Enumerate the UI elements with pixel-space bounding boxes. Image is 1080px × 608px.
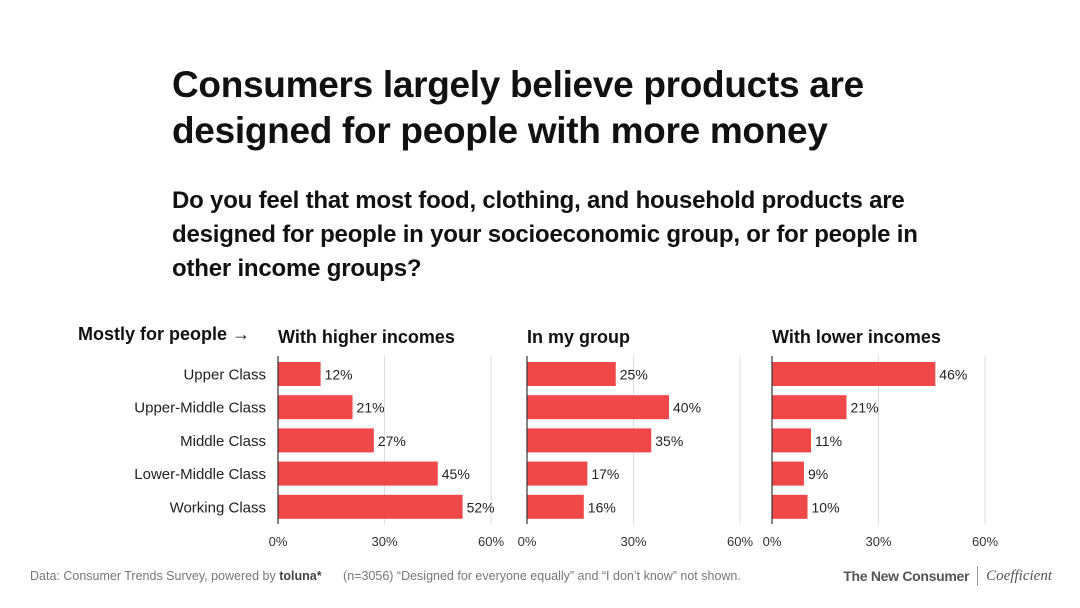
- data-label: 40%: [673, 400, 701, 416]
- bar: [278, 494, 463, 519]
- panel-title: With higher incomes: [278, 327, 455, 347]
- data-label: 11%: [815, 433, 842, 449]
- tick-label: 30%: [620, 534, 646, 549]
- bar: [527, 428, 652, 453]
- data-label: 21%: [357, 400, 385, 416]
- bar: [772, 428, 812, 453]
- data-label: 9%: [808, 466, 828, 482]
- footer-logos: The New Consumer Coefficient: [843, 565, 1052, 587]
- data-label: 45%: [442, 466, 470, 482]
- category-label: Lower-Middle Class: [134, 466, 266, 483]
- bar: [772, 461, 804, 486]
- source-prefix: Data: Consumer Trends Survey, powered by: [30, 569, 276, 583]
- bar: [772, 494, 808, 519]
- bar: [527, 395, 669, 420]
- category-label: Upper-Middle Class: [134, 400, 266, 417]
- bar-chart: Upper Class Upper-Middle Class Middle Clas…: [134, 327, 998, 549]
- logo-divider: [977, 566, 979, 586]
- chart-title: Consumers largely believe products are d…: [172, 64, 864, 151]
- data-label: 46%: [939, 367, 967, 383]
- bar: [278, 362, 321, 386]
- data-label: 25%: [620, 367, 648, 383]
- data-label: 17%: [591, 466, 619, 482]
- bar: [278, 395, 353, 420]
- category-label: Middle Class: [180, 433, 266, 450]
- coefficient-logo: Coefficient: [986, 567, 1052, 584]
- bar: [527, 362, 616, 386]
- bar: [527, 494, 584, 519]
- the-new-consumer-logo: The New Consumer: [843, 568, 970, 584]
- footer-note: (n=3056) “Designed for everyone equally”…: [343, 569, 741, 583]
- data-label: 16%: [588, 499, 616, 515]
- category-label: Working Class: [170, 499, 266, 516]
- data-label: 35%: [655, 433, 683, 449]
- category-label: Upper Class: [183, 367, 266, 384]
- panel-title: In my group: [527, 327, 630, 347]
- data-label: 10%: [812, 499, 840, 515]
- tick-label: 0%: [518, 534, 537, 549]
- tick-label: 30%: [865, 534, 891, 549]
- bar: [278, 461, 438, 486]
- tick-label: 60%: [727, 534, 753, 549]
- row-header-label: Mostly for people →: [78, 324, 251, 344]
- footer-source: Data: Consumer Trends Survey, powered by…: [30, 569, 741, 583]
- bar: [527, 461, 588, 486]
- tick-label: 60%: [478, 534, 504, 549]
- tick-label: 0%: [763, 534, 782, 549]
- panel-title: With lower incomes: [772, 327, 941, 347]
- toluna-logo: toluna*: [279, 569, 322, 583]
- data-label: 27%: [378, 433, 406, 449]
- tick-label: 0%: [269, 534, 288, 549]
- tick-label: 60%: [972, 534, 998, 549]
- bar: [772, 395, 847, 420]
- data-label: 12%: [325, 367, 353, 383]
- bar: [772, 362, 936, 386]
- bar: [278, 428, 374, 453]
- data-label: 21%: [851, 400, 879, 416]
- chart-subtitle: Do you feel that most food, clothing, an…: [172, 187, 918, 282]
- tick-label: 30%: [371, 534, 397, 549]
- data-label: 52%: [467, 499, 495, 515]
